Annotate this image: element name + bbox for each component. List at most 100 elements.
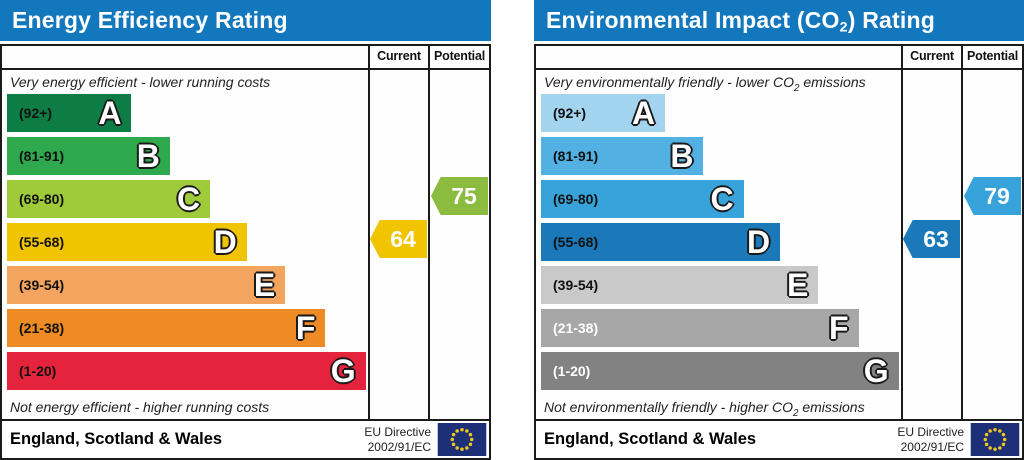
potential-column: 79 xyxy=(961,70,1022,419)
top-note-subscript: 2 xyxy=(794,82,800,94)
eu-directive-line2: 2002/91/EC xyxy=(367,439,431,454)
eu-directive-line1: EU Directive xyxy=(897,425,964,440)
band-f: (21-38) F xyxy=(541,309,859,347)
rating-table: Current Potential Very energy efficient … xyxy=(0,44,491,460)
current-value-arrow: 63 xyxy=(903,220,960,258)
potential-column-header: Potential xyxy=(428,46,489,68)
band-letter: F xyxy=(295,310,316,346)
band-a: (92+) A xyxy=(7,94,132,132)
energy-efficiency-chart: Energy Efficiency Rating Current Potenti… xyxy=(0,0,491,460)
band-row-b: (81-91) B xyxy=(2,137,368,180)
band-letter: C xyxy=(710,181,734,217)
band-d: (55-68) D xyxy=(541,223,781,261)
bottom-note-text: Not energy efficient - higher running co… xyxy=(10,399,270,415)
band-range: (92+) xyxy=(553,105,587,121)
band-letter: B xyxy=(136,138,160,174)
band-range: (69-80) xyxy=(19,191,65,207)
region-label: England, Scotland & Wales xyxy=(544,430,757,448)
current-column-header: Current xyxy=(901,46,961,68)
band-row-e: (39-54) E xyxy=(536,266,901,309)
band-row-f: (21-38) F xyxy=(2,309,368,352)
potential-value: 79 xyxy=(984,182,1010,209)
band-e: (39-54) E xyxy=(541,266,819,304)
band-range: (21-38) xyxy=(553,320,599,336)
region-label: England, Scotland & Wales xyxy=(10,430,223,448)
eu-directive-label: EU Directive 2002/91/EC xyxy=(364,425,431,454)
current-value: 64 xyxy=(390,225,416,252)
current-column-header: Current xyxy=(368,46,428,68)
band-range: (69-80) xyxy=(553,191,599,207)
eu-flag-icon xyxy=(437,423,487,456)
current-column: 64 xyxy=(368,70,428,419)
top-note-text: Very energy efficient - lower running co… xyxy=(10,74,271,90)
potential-column: 75 xyxy=(428,70,489,419)
top-note: Very energy efficient - lower running co… xyxy=(2,70,368,94)
band-range: (55-68) xyxy=(19,234,65,250)
bottom-note-text: Not environmentally friendly - higher CO xyxy=(544,399,793,415)
band-letter: C xyxy=(177,181,201,217)
band-area: Very energy efficient - lower running co… xyxy=(2,70,368,419)
band-range: (81-91) xyxy=(553,148,599,164)
top-note-text: Very environmentally friendly - lower CO xyxy=(544,74,795,90)
band-range: (55-68) xyxy=(553,234,599,250)
band-row-d: (55-68) D xyxy=(536,223,901,266)
eu-directive-line2: 2002/91/EC xyxy=(900,439,964,454)
band-row-c: (69-80) C xyxy=(536,180,901,223)
rating-body: Very energy efficient - lower running co… xyxy=(2,70,489,419)
band-g: (1-20) G xyxy=(7,352,366,390)
chart-footer: England, Scotland & Wales EU Directive 2… xyxy=(536,419,1022,458)
top-note-suffix: emissions xyxy=(799,74,866,90)
band-row-f: (21-38) F xyxy=(536,309,901,352)
band-f: (21-38) F xyxy=(7,309,326,347)
band-b: (81-91) B xyxy=(541,137,704,175)
current-column: 63 xyxy=(901,70,961,419)
band-letter: E xyxy=(787,267,809,303)
band-a: (92+) A xyxy=(541,94,666,132)
band-range: (81-91) xyxy=(19,148,65,164)
band-range: (39-54) xyxy=(19,277,65,293)
potential-value-arrow: 79 xyxy=(964,177,1021,215)
band-row-g: (1-20) G xyxy=(2,352,368,395)
environmental-impact-chart: Environmental Impact (CO2) Rating Curren… xyxy=(534,0,1024,460)
column-header-row: Current Potential xyxy=(2,46,489,70)
rating-body: Very environmentally friendly - lower CO… xyxy=(536,70,1022,419)
band-b: (81-91) B xyxy=(7,137,170,175)
chart-title-text: Energy Efficiency Rating xyxy=(12,7,288,33)
band-area: Very environmentally friendly - lower CO… xyxy=(536,70,901,419)
band-letter: G xyxy=(863,353,889,389)
header-spacer xyxy=(536,46,901,68)
potential-value-arrow: 75 xyxy=(431,177,488,215)
top-note: Very environmentally friendly - lower CO… xyxy=(536,70,901,94)
eu-directive-line1: EU Directive xyxy=(364,425,431,440)
eu-directive-label: EU Directive 2002/91/EC xyxy=(897,425,964,454)
band-d: (55-68) D xyxy=(7,223,247,261)
chart-title: Environmental Impact (CO2) Rating xyxy=(534,0,1024,41)
band-letter: A xyxy=(98,95,122,131)
band-row-e: (39-54) E xyxy=(2,266,368,309)
bottom-note: Not environmentally friendly - higher CO… xyxy=(536,395,901,419)
band-row-b: (81-91) B xyxy=(536,137,901,180)
band-range: (39-54) xyxy=(553,277,599,293)
current-value: 63 xyxy=(923,225,949,252)
current-value-arrow: 64 xyxy=(370,220,427,258)
band-range: (21-38) xyxy=(19,320,65,336)
column-header-row: Current Potential xyxy=(536,46,1022,70)
chart-title-suffix: ) Rating xyxy=(847,7,935,33)
potential-column-header: Potential xyxy=(961,46,1022,68)
band-letter: D xyxy=(746,224,771,260)
header-spacer xyxy=(2,46,368,68)
band-row-d: (55-68) D xyxy=(2,223,368,266)
rating-table: Current Potential Very environmentally f… xyxy=(534,44,1024,460)
bottom-note-suffix: emissions xyxy=(798,399,865,415)
chart-footer: England, Scotland & Wales EU Directive 2… xyxy=(2,419,489,458)
bottom-note-subscript: 2 xyxy=(793,407,799,419)
band-range: (1-20) xyxy=(553,363,591,379)
potential-value: 75 xyxy=(451,182,477,209)
band-row-c: (69-80) C xyxy=(2,180,368,223)
chart-title-text: Environmental Impact (CO xyxy=(546,7,840,33)
band-e: (39-54) E xyxy=(7,266,286,304)
eu-flag-icon xyxy=(970,423,1020,456)
band-c: (69-80) C xyxy=(7,180,211,218)
band-letter: E xyxy=(253,267,276,303)
